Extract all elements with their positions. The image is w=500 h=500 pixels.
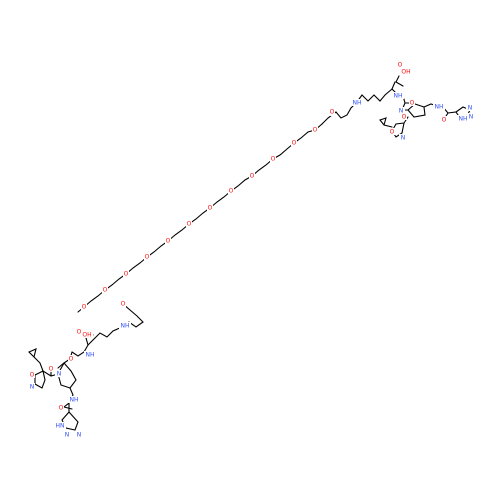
atom-nh-lysine-bot: NH [121,323,130,330]
atom-oh-bot: OH [82,332,91,339]
atom-peg-o2: O [292,140,297,147]
atom-n-isoxazole-bot: N [30,384,35,391]
atom-o-acid-bot: O [77,329,82,336]
atom-n-proline-bot: N [57,371,62,378]
atom-peg-o4: O [250,173,255,180]
atom-peg-o7: O [187,221,192,228]
atom-nh-triazole-top: NH [459,116,468,123]
atom-n1-triazole-top: N [469,114,474,121]
atom-n-proline-top: N [399,108,404,115]
atom-o-peg-amide-bot: O [121,301,126,308]
atom-peg-o9: O [145,254,150,261]
atom-o-amide-bot: O [69,356,74,363]
atom-o-triazole-amide-top: O [442,117,447,124]
atom-o-amide-top: O [410,100,415,107]
atom-labels: OH O NH O N O NH O NH N N O N NH O O O O [28,62,474,439]
atom-n-isoxazole-top: N [401,135,406,142]
atom-o-isoxazole-bot: O [30,372,35,379]
atom-peg-o1: O [313,127,318,134]
atom-o-acyl-bot: O [49,366,54,373]
atom-nh-4-top: NH [435,104,444,111]
atom-peg-o5: O [229,188,234,195]
atom-oh-top: OH [401,69,410,76]
atom-peg-o8: O [166,238,171,245]
atom-o-isoxazole-top: O [390,129,395,136]
atom-o-triazole-amide-bot: O [59,405,64,412]
atom-o-peg-amide-top: O [330,109,335,116]
atom-n1-triazole-bot: N [65,432,70,439]
atom-nh-4-bot: NH [70,397,79,404]
atom-n2-triazole-bot: N [77,432,82,439]
atom-n2-triazole-top: N [468,105,473,112]
bond-skeleton [28,75,471,431]
atom-nh-alpha-bot: NH [86,352,95,359]
atom-peg-o3: O [271,156,276,163]
atom-peg-o11: O [103,287,108,294]
atom-o-acyl-top: O [402,114,407,121]
atom-nh-triazole-bot: HN [56,423,65,430]
atom-nh-alpha-top: NH [394,93,403,100]
atom-nh-lysine-top: NH [353,100,362,107]
atom-o-acid-top: O [398,62,403,69]
atom-peg-o6: O [208,205,213,212]
atom-peg-o12: O [82,304,87,311]
atom-peg-o10: O [124,271,129,278]
